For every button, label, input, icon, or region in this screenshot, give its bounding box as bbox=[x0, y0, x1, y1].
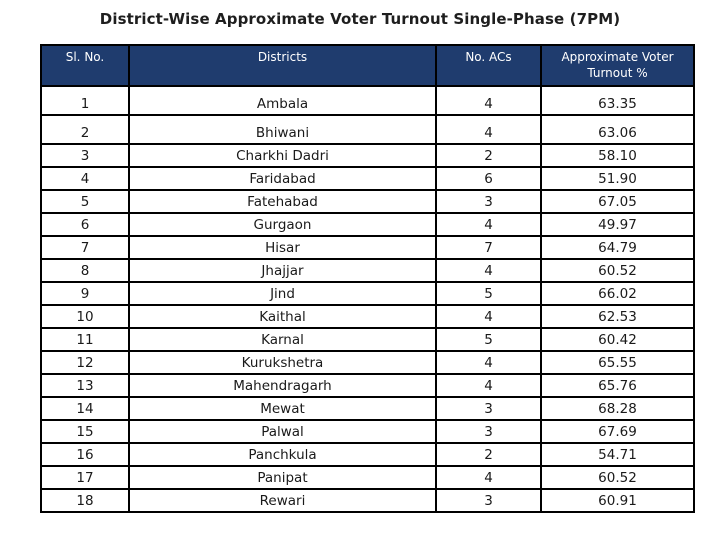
cell-district: Panipat bbox=[128, 465, 437, 490]
cell-sl-no: 18 bbox=[40, 488, 130, 513]
header-row: Sl. No. Districts No. ACs Approximate Vo… bbox=[40, 44, 695, 87]
cell-turnout: 62.53 bbox=[540, 304, 695, 329]
table-row: 12 Kurukshetra 4 65.55 bbox=[40, 350, 695, 375]
table-header: Sl. No. Districts No. ACs Approximate Vo… bbox=[40, 44, 695, 87]
cell-turnout: 65.55 bbox=[540, 350, 695, 375]
cell-sl-no: 10 bbox=[40, 304, 130, 329]
cell-sl-no: 6 bbox=[40, 212, 130, 237]
table-row: 7 Hisar 7 64.79 bbox=[40, 235, 695, 260]
table-row: 5 Fatehabad 3 67.05 bbox=[40, 189, 695, 214]
cell-no-acs: 4 bbox=[435, 304, 542, 329]
cell-no-acs: 2 bbox=[435, 442, 542, 467]
cell-no-acs: 6 bbox=[435, 166, 542, 191]
cell-sl-no: 3 bbox=[40, 143, 130, 168]
cell-no-acs: 4 bbox=[435, 85, 542, 116]
cell-no-acs: 4 bbox=[435, 350, 542, 375]
header-no-acs: No. ACs bbox=[435, 44, 542, 87]
cell-turnout: 54.71 bbox=[540, 442, 695, 467]
cell-no-acs: 4 bbox=[435, 258, 542, 283]
cell-district: Palwal bbox=[128, 419, 437, 444]
cell-district: Kaithal bbox=[128, 304, 437, 329]
cell-district: Charkhi Dadri bbox=[128, 143, 437, 168]
table-row: 1 Ambala 4 63.35 bbox=[40, 85, 695, 116]
cell-no-acs: 5 bbox=[435, 281, 542, 306]
cell-sl-no: 2 bbox=[40, 114, 130, 145]
cell-sl-no: 16 bbox=[40, 442, 130, 467]
table-row: 17 Panipat 4 60.52 bbox=[40, 465, 695, 490]
cell-no-acs: 4 bbox=[435, 373, 542, 398]
cell-district: Kurukshetra bbox=[128, 350, 437, 375]
cell-district: Fatehabad bbox=[128, 189, 437, 214]
cell-no-acs: 3 bbox=[435, 419, 542, 444]
cell-sl-no: 14 bbox=[40, 396, 130, 421]
table-row: 6 Gurgaon 4 49.97 bbox=[40, 212, 695, 237]
cell-turnout: 49.97 bbox=[540, 212, 695, 237]
cell-turnout: 60.42 bbox=[540, 327, 695, 352]
cell-sl-no: 12 bbox=[40, 350, 130, 375]
cell-turnout: 67.05 bbox=[540, 189, 695, 214]
cell-district: Bhiwani bbox=[128, 114, 437, 145]
cell-district: Mewat bbox=[128, 396, 437, 421]
cell-district: Jind bbox=[128, 281, 437, 306]
table-row: 16 Panchkula 2 54.71 bbox=[40, 442, 695, 467]
cell-district: Faridabad bbox=[128, 166, 437, 191]
cell-turnout: 60.52 bbox=[540, 465, 695, 490]
cell-sl-no: 13 bbox=[40, 373, 130, 398]
cell-district: Karnal bbox=[128, 327, 437, 352]
table-row: 10 Kaithal 4 62.53 bbox=[40, 304, 695, 329]
table-row: 18 Rewari 3 60.91 bbox=[40, 488, 695, 513]
cell-district: Panchkula bbox=[128, 442, 437, 467]
table-row: 14 Mewat 3 68.28 bbox=[40, 396, 695, 421]
cell-turnout: 64.79 bbox=[540, 235, 695, 260]
table-row: 9 Jind 5 66.02 bbox=[40, 281, 695, 306]
cell-no-acs: 3 bbox=[435, 189, 542, 214]
cell-turnout: 51.90 bbox=[540, 166, 695, 191]
voter-turnout-table: Sl. No. Districts No. ACs Approximate Vo… bbox=[40, 44, 695, 513]
cell-district: Gurgaon bbox=[128, 212, 437, 237]
cell-no-acs: 7 bbox=[435, 235, 542, 260]
cell-no-acs: 5 bbox=[435, 327, 542, 352]
cell-turnout: 58.10 bbox=[540, 143, 695, 168]
cell-district: Mahendragarh bbox=[128, 373, 437, 398]
cell-sl-no: 11 bbox=[40, 327, 130, 352]
cell-turnout: 66.02 bbox=[540, 281, 695, 306]
header-sl-no: Sl. No. bbox=[40, 44, 130, 87]
cell-district: Rewari bbox=[128, 488, 437, 513]
cell-no-acs: 4 bbox=[435, 114, 542, 145]
cell-sl-no: 9 bbox=[40, 281, 130, 306]
page-title: District-Wise Approximate Voter Turnout … bbox=[99, 10, 621, 28]
cell-turnout: 60.91 bbox=[540, 488, 695, 513]
cell-district: Jhajjar bbox=[128, 258, 437, 283]
table-row: 8 Jhajjar 4 60.52 bbox=[40, 258, 695, 283]
table-row: 13 Mahendragarh 4 65.76 bbox=[40, 373, 695, 398]
cell-sl-no: 8 bbox=[40, 258, 130, 283]
table-row: 3 Charkhi Dadri 2 58.10 bbox=[40, 143, 695, 168]
cell-no-acs: 4 bbox=[435, 465, 542, 490]
cell-turnout: 65.76 bbox=[540, 373, 695, 398]
cell-turnout: 68.28 bbox=[540, 396, 695, 421]
cell-sl-no: 5 bbox=[40, 189, 130, 214]
cell-sl-no: 17 bbox=[40, 465, 130, 490]
header-districts: Districts bbox=[128, 44, 437, 87]
cell-no-acs: 3 bbox=[435, 488, 542, 513]
cell-no-acs: 2 bbox=[435, 143, 542, 168]
cell-turnout: 60.52 bbox=[540, 258, 695, 283]
cell-district: Hisar bbox=[128, 235, 437, 260]
table-body: 1 Ambala 4 63.35 2 Bhiwani 4 63.06 3 Charkhi Dadr… bbox=[40, 85, 695, 513]
table-row: 2 Bhiwani 4 63.06 bbox=[40, 114, 695, 145]
cell-sl-no: 1 bbox=[40, 85, 130, 116]
table-row: 11 Karnal 5 60.42 bbox=[40, 327, 695, 352]
cell-sl-no: 4 bbox=[40, 166, 130, 191]
cell-no-acs: 4 bbox=[435, 212, 542, 237]
cell-turnout: 63.35 bbox=[540, 85, 695, 116]
cell-no-acs: 3 bbox=[435, 396, 542, 421]
table-row: 4 Faridabad 6 51.90 bbox=[40, 166, 695, 191]
cell-turnout: 67.69 bbox=[540, 419, 695, 444]
cell-sl-no: 7 bbox=[40, 235, 130, 260]
cell-district: Ambala bbox=[128, 85, 437, 116]
table-row: 15 Palwal 3 67.69 bbox=[40, 419, 695, 444]
header-turnout: Approximate Voter Turnout % bbox=[540, 44, 695, 87]
cell-sl-no: 15 bbox=[40, 419, 130, 444]
cell-turnout: 63.06 bbox=[540, 114, 695, 145]
